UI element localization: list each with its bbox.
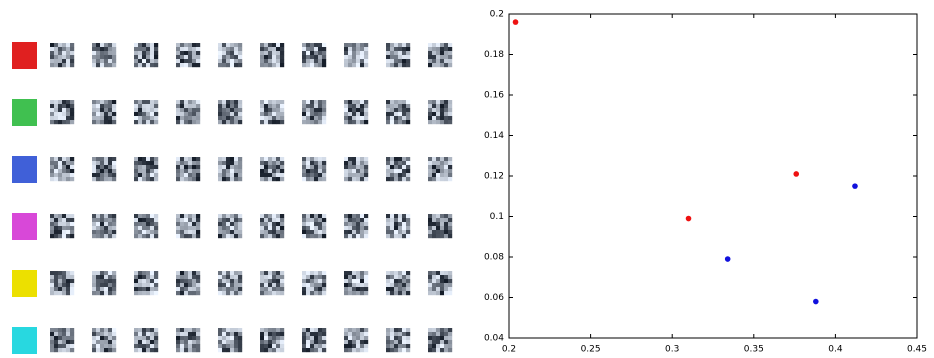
image-patch — [260, 214, 284, 238]
point — [686, 216, 692, 222]
image-patch — [260, 328, 284, 352]
point — [793, 171, 799, 177]
image-patch — [260, 271, 284, 295]
image-patch — [50, 100, 74, 124]
image-patch — [302, 100, 326, 124]
y-tick-label: 0.12 — [484, 172, 504, 182]
image-patch — [386, 328, 410, 352]
image-patch — [176, 328, 200, 352]
image-patch — [302, 271, 326, 295]
image-patch — [92, 328, 116, 352]
image-patch — [134, 157, 158, 181]
image-patch — [302, 328, 326, 352]
image-patch — [50, 43, 74, 67]
image-patch — [176, 271, 200, 295]
image-patch — [92, 214, 116, 238]
y-tick-label: 0.1 — [490, 212, 504, 222]
x-tick-label: 0.2 — [502, 345, 516, 355]
cluster-swatch — [12, 213, 37, 240]
image-patch — [92, 100, 116, 124]
image-patch — [176, 100, 200, 124]
y-tick-label: 0.2 — [490, 10, 504, 20]
image-patch — [218, 214, 242, 238]
y-tick-label: 0.18 — [484, 50, 504, 60]
image-patch — [428, 100, 452, 124]
image-patch — [344, 100, 368, 124]
image-patch — [176, 157, 200, 181]
image-patch — [344, 328, 368, 352]
image-patch — [218, 157, 242, 181]
image-patch — [386, 100, 410, 124]
image-patch — [344, 271, 368, 295]
image-patch — [176, 43, 200, 67]
image-patch — [134, 214, 158, 238]
image-patch — [92, 43, 116, 67]
image-patch — [50, 328, 74, 352]
image-patch — [428, 43, 452, 67]
point — [725, 256, 731, 262]
image-patch — [50, 271, 74, 295]
y-tick-label: 0.14 — [484, 131, 504, 141]
plot-frame — [509, 14, 917, 338]
x-tick-label: 0.4 — [828, 345, 843, 355]
image-patch — [302, 157, 326, 181]
image-patch — [428, 214, 452, 238]
image-patch — [344, 43, 368, 67]
image-patch — [92, 157, 116, 181]
image-patch — [302, 214, 326, 238]
image-patch — [428, 157, 452, 181]
image-patch — [260, 100, 284, 124]
cluster-swatch — [12, 42, 37, 69]
patch-grid — [12, 42, 452, 354]
y-tick-label: 0.08 — [484, 253, 504, 263]
image-patch — [134, 100, 158, 124]
image-patch — [302, 43, 326, 67]
image-patch — [428, 328, 452, 352]
image-patch — [218, 43, 242, 67]
image-patch — [218, 100, 242, 124]
y-tick-label: 0.16 — [484, 91, 504, 101]
image-patch — [260, 43, 284, 67]
y-tick-label: 0.04 — [484, 334, 504, 344]
x-tick-label: 0.25 — [581, 345, 601, 355]
image-patch — [386, 157, 410, 181]
image-patch — [92, 271, 116, 295]
image-patch — [344, 214, 368, 238]
x-tick-label: 0.45 — [907, 345, 927, 355]
image-patch — [134, 271, 158, 295]
point — [852, 183, 858, 189]
image-patch — [134, 43, 158, 67]
image-patch — [386, 271, 410, 295]
cluster-swatch — [12, 99, 37, 126]
x-tick-label: 0.35 — [744, 345, 764, 355]
image-patch — [176, 214, 200, 238]
image-patch — [50, 157, 74, 181]
figure: 0.2 0.25 0.3 0.35 0.4 0.45 0.04 0.06 0.08 0.1 0.12… — [0, 0, 934, 358]
point — [813, 299, 819, 305]
cluster-swatch — [12, 327, 37, 354]
image-patch — [134, 328, 158, 352]
image-patch — [218, 271, 242, 295]
cluster-swatch — [12, 156, 37, 183]
image-patch — [344, 157, 368, 181]
image-patch — [260, 157, 284, 181]
image-patch — [50, 214, 74, 238]
point — [513, 19, 519, 25]
image-patch — [386, 214, 410, 238]
cluster-swatch — [12, 270, 37, 297]
image-patch — [428, 271, 452, 295]
image-patch — [386, 43, 410, 67]
x-tick-label: 0.3 — [665, 345, 679, 355]
y-tick-label: 0.06 — [484, 293, 504, 303]
image-patch — [218, 328, 242, 352]
